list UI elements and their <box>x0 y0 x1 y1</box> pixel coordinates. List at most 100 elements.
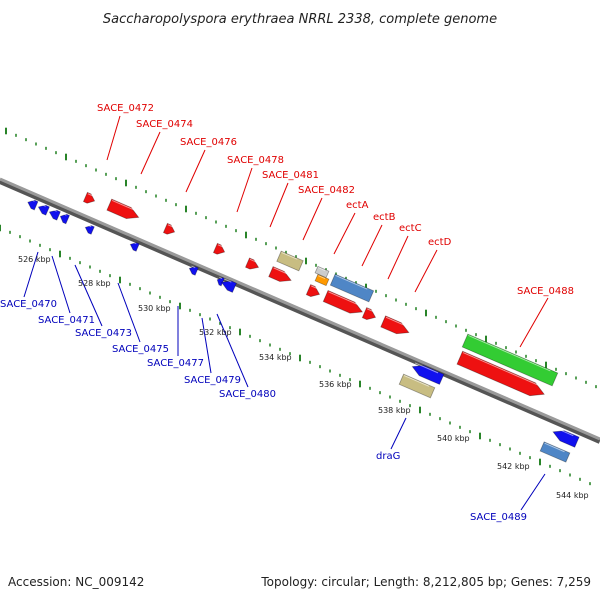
gene-sace-0475-highlight <box>132 241 137 245</box>
gene-ectc-highlight <box>367 308 374 312</box>
gene-label-sace-0480[interactable]: SACE_0480 <box>219 389 276 400</box>
gene-sace-0474-highlight <box>112 199 135 211</box>
gene-ecta-block-shape <box>329 273 375 303</box>
gene-sace-0471b-shape <box>59 213 70 225</box>
gene-sace-0472-shape <box>82 191 96 204</box>
gene-sace-0482-block <box>276 250 304 272</box>
gene-sace-0482-block-shape <box>276 250 304 272</box>
gene-sace-0479-shape <box>216 277 225 287</box>
leader-drag <box>390 417 407 450</box>
gene-sace-0475 <box>129 241 140 252</box>
gene-label-sace-0482[interactable]: SACE_0482 <box>298 185 355 196</box>
gene-sace-0471-highlight <box>51 208 57 212</box>
gene-ectb-shape <box>322 290 364 314</box>
genome-title: Saccharopolyspora erythraea NRRL 2338, c… <box>103 12 497 27</box>
gene-label-sace-0477[interactable]: SACE_0477 <box>147 358 204 369</box>
gene-sace-0471 <box>48 208 61 221</box>
gene-ecta-block-highlight <box>335 275 368 290</box>
gene-label-sace-0489[interactable]: SACE_0489 <box>470 512 527 523</box>
gene-drag-shape <box>411 365 445 385</box>
gene-ectd-highlight <box>385 316 406 326</box>
gene-sace-0482 <box>268 266 292 282</box>
kbp-tick-label: 528 kbp <box>78 279 111 288</box>
outer-tick-track <box>5 127 597 389</box>
leader-sace-0471 <box>51 255 71 314</box>
gene-sace-0475-shape <box>129 242 140 252</box>
gene-sace-0471-shape <box>48 209 61 221</box>
label-leader-lines <box>23 115 549 511</box>
leader-sace-0478 <box>236 167 253 213</box>
gene-label-sace-0473[interactable]: SACE_0473 <box>75 328 132 339</box>
gene-sace-0472-highlight <box>87 193 94 197</box>
gene-label-sace-0470[interactable]: SACE_0470 <box>0 299 57 310</box>
leader-sace-0489 <box>520 473 546 511</box>
leader-sace-0470 <box>23 251 39 298</box>
gene-label-ecta[interactable]: ectA <box>346 200 369 211</box>
gene-sace-0477 <box>188 265 199 276</box>
gene-label-sace-0488[interactable]: SACE_0488 <box>517 286 574 297</box>
gene-sace-0473-shape <box>84 225 95 235</box>
inner-tick-track <box>0 224 591 486</box>
gene-sace-0471b-highlight <box>62 213 67 216</box>
gene-label-sace-0476[interactable]: SACE_0476 <box>180 137 237 148</box>
gene-sace-0470b-shape <box>37 204 50 216</box>
leader-sace-0482 <box>302 197 323 241</box>
gene-label-sace-0479[interactable]: SACE_0479 <box>184 375 241 386</box>
gene-ecta-block <box>329 273 375 303</box>
gene-ectc <box>361 307 377 320</box>
gene-sace-0470-shape <box>27 199 39 211</box>
gene-sace-0481-highlight <box>249 258 257 263</box>
leader-sace-0472 <box>106 115 121 161</box>
gene-sace-0471b <box>59 213 70 225</box>
leader-sace-0474 <box>140 131 161 175</box>
gene-drag-highlight <box>414 362 439 374</box>
gene-ecta-highlight <box>311 285 318 289</box>
gene-ecta <box>305 284 321 297</box>
leader-ectd <box>414 249 438 293</box>
gene-label-sace-0471[interactable]: SACE_0471 <box>38 315 95 326</box>
gene-sace-0476 <box>162 222 176 235</box>
gene-sace-0481-shape <box>244 257 260 270</box>
gene-label-sace-0472[interactable]: SACE_0472 <box>97 103 154 114</box>
genome-backbone <box>0 177 600 441</box>
accession-text: Accession: NC_009142 <box>8 575 144 589</box>
gene-sace-0482-shape <box>268 266 292 282</box>
kbp-tick-label: 542 kbp <box>497 462 530 471</box>
gene-sace-0480 <box>220 278 237 293</box>
gene-label-drag[interactable]: draG <box>376 451 400 462</box>
leader-sace-0479 <box>201 317 212 374</box>
kbp-tick-label: 538 kbp <box>378 406 411 415</box>
gene-sace-0479 <box>216 276 225 287</box>
kbp-tick-label: 526 kbp <box>18 255 51 264</box>
gene-ectc-shape <box>361 307 377 320</box>
gene-ectd-shape <box>380 315 410 335</box>
kbp-tick-label: 530 kbp <box>138 304 171 313</box>
gene-sace-0489-block-shape <box>539 441 571 463</box>
gene-sace-0472 <box>82 191 96 204</box>
gene-sace-0474 <box>106 198 140 219</box>
gene-small-gray-highlight <box>318 267 326 272</box>
gene-label-sace-0478[interactable]: SACE_0478 <box>227 155 284 166</box>
gene-sace-0489-block-highlight <box>544 442 565 453</box>
gene-label-sace-0474[interactable]: SACE_0474 <box>136 119 193 130</box>
gene-small-orange <box>314 273 330 287</box>
leader-sace-0481 <box>269 182 289 228</box>
gene-label-ectc[interactable]: ectC <box>399 223 422 234</box>
gene-label-sace-0481[interactable]: SACE_0481 <box>262 170 319 181</box>
gene-sace-0477-highlight <box>191 265 196 269</box>
gene-drag-block-highlight <box>403 375 430 387</box>
gene-sace-0488-rrna-highlight <box>468 334 551 372</box>
gene-sace-0488-rrna-shape <box>461 333 559 387</box>
gene-label-sace-0475[interactable]: SACE_0475 <box>112 344 169 355</box>
gene-sace-0470-highlight <box>29 198 35 202</box>
gene-sace-0489-shape <box>552 430 580 448</box>
gene-sace-0478 <box>212 242 226 255</box>
gene-sace-0482-block-highlight <box>281 252 298 260</box>
gene-label-ectb[interactable]: ectB <box>373 212 396 223</box>
forward-gene-labels: SACE_0472 SACE_0474 SACE_0476 SACE_0478 … <box>97 103 574 297</box>
gene-label-ectd[interactable]: ectD <box>428 237 452 248</box>
leader-sace-0480 <box>216 313 249 388</box>
gene-sace-0476-shape <box>162 222 176 235</box>
gene-sace-0470b <box>37 203 50 216</box>
gene-drag <box>411 362 445 385</box>
